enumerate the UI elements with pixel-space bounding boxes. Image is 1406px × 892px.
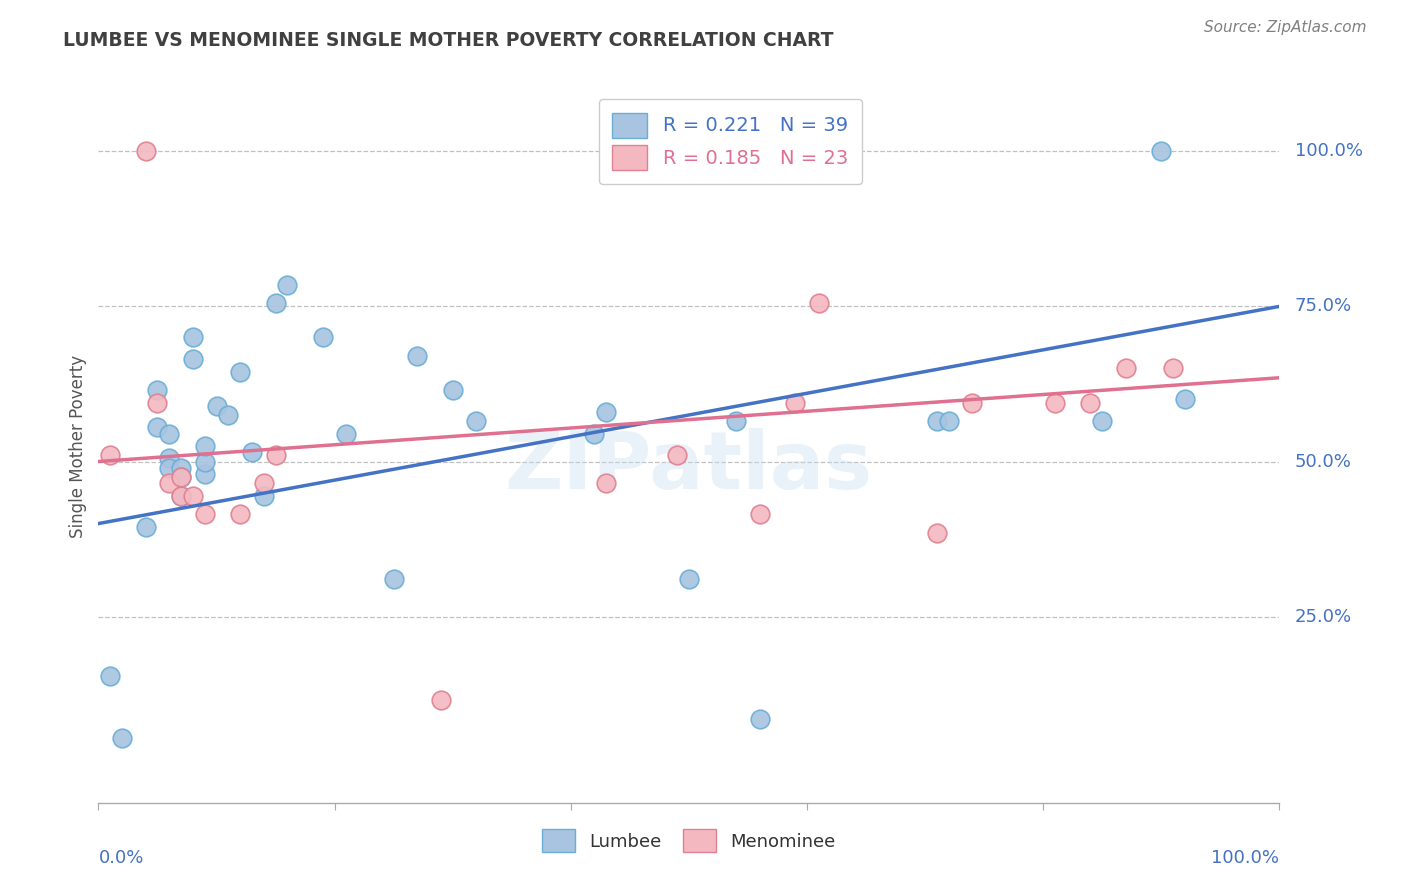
Point bbox=[1043, 395, 1066, 409]
Point bbox=[1091, 414, 1114, 428]
Y-axis label: Single Mother Poverty: Single Mother Poverty bbox=[69, 354, 87, 538]
Text: Source: ZipAtlas.com: Source: ZipAtlas.com bbox=[1204, 20, 1367, 35]
Point bbox=[170, 470, 193, 484]
Point bbox=[1150, 145, 1173, 159]
Point bbox=[170, 470, 193, 484]
Text: 0.0%: 0.0% bbox=[98, 849, 143, 867]
Text: 50.0%: 50.0% bbox=[1295, 452, 1351, 470]
Point bbox=[725, 414, 748, 428]
Point bbox=[406, 349, 429, 363]
Point bbox=[146, 420, 169, 434]
Point bbox=[962, 395, 984, 409]
Point bbox=[98, 448, 121, 462]
Point bbox=[748, 712, 770, 726]
Point bbox=[217, 408, 239, 422]
Point bbox=[938, 414, 960, 428]
Point bbox=[157, 426, 180, 441]
Point bbox=[229, 508, 252, 522]
Point bbox=[595, 405, 617, 419]
Point bbox=[170, 489, 193, 503]
Point bbox=[194, 454, 217, 468]
Point bbox=[98, 668, 121, 682]
Point bbox=[194, 467, 217, 481]
Point bbox=[229, 365, 252, 379]
Point bbox=[276, 277, 298, 292]
Legend: Lumbee, Menominee: Lumbee, Menominee bbox=[530, 817, 848, 865]
Point bbox=[170, 460, 193, 475]
Point bbox=[240, 445, 263, 459]
Point bbox=[925, 525, 948, 540]
Text: LUMBEE VS MENOMINEE SINGLE MOTHER POVERTY CORRELATION CHART: LUMBEE VS MENOMINEE SINGLE MOTHER POVERT… bbox=[63, 31, 834, 50]
Text: 25.0%: 25.0% bbox=[1295, 607, 1353, 625]
Point bbox=[595, 476, 617, 491]
Point bbox=[1174, 392, 1197, 407]
Point bbox=[925, 414, 948, 428]
Point bbox=[785, 395, 807, 409]
Point bbox=[181, 489, 204, 503]
Point bbox=[146, 383, 169, 397]
Point bbox=[181, 330, 204, 344]
Point bbox=[146, 395, 169, 409]
Point bbox=[253, 476, 276, 491]
Point bbox=[170, 489, 193, 503]
Point bbox=[157, 451, 180, 466]
Point bbox=[135, 519, 157, 533]
Point bbox=[205, 399, 228, 413]
Point bbox=[264, 296, 287, 310]
Point bbox=[748, 508, 770, 522]
Point bbox=[1161, 361, 1184, 376]
Point bbox=[807, 296, 830, 310]
Point bbox=[1080, 395, 1102, 409]
Point bbox=[1115, 361, 1137, 376]
Text: 75.0%: 75.0% bbox=[1295, 297, 1353, 316]
Point bbox=[335, 426, 357, 441]
Text: 100.0%: 100.0% bbox=[1212, 849, 1279, 867]
Point bbox=[382, 573, 405, 587]
Point bbox=[135, 145, 157, 159]
Point bbox=[583, 426, 606, 441]
Point bbox=[441, 383, 464, 397]
Point bbox=[157, 460, 180, 475]
Text: 100.0%: 100.0% bbox=[1295, 142, 1362, 161]
Point bbox=[666, 448, 689, 462]
Point bbox=[194, 439, 217, 453]
Point bbox=[312, 330, 335, 344]
Point bbox=[111, 731, 134, 745]
Point bbox=[465, 414, 488, 428]
Point bbox=[264, 448, 287, 462]
Point bbox=[430, 693, 453, 707]
Text: ZIPatlas: ZIPatlas bbox=[505, 428, 873, 507]
Point bbox=[194, 508, 217, 522]
Point bbox=[253, 489, 276, 503]
Point bbox=[678, 573, 700, 587]
Point bbox=[181, 352, 204, 367]
Point bbox=[157, 476, 180, 491]
